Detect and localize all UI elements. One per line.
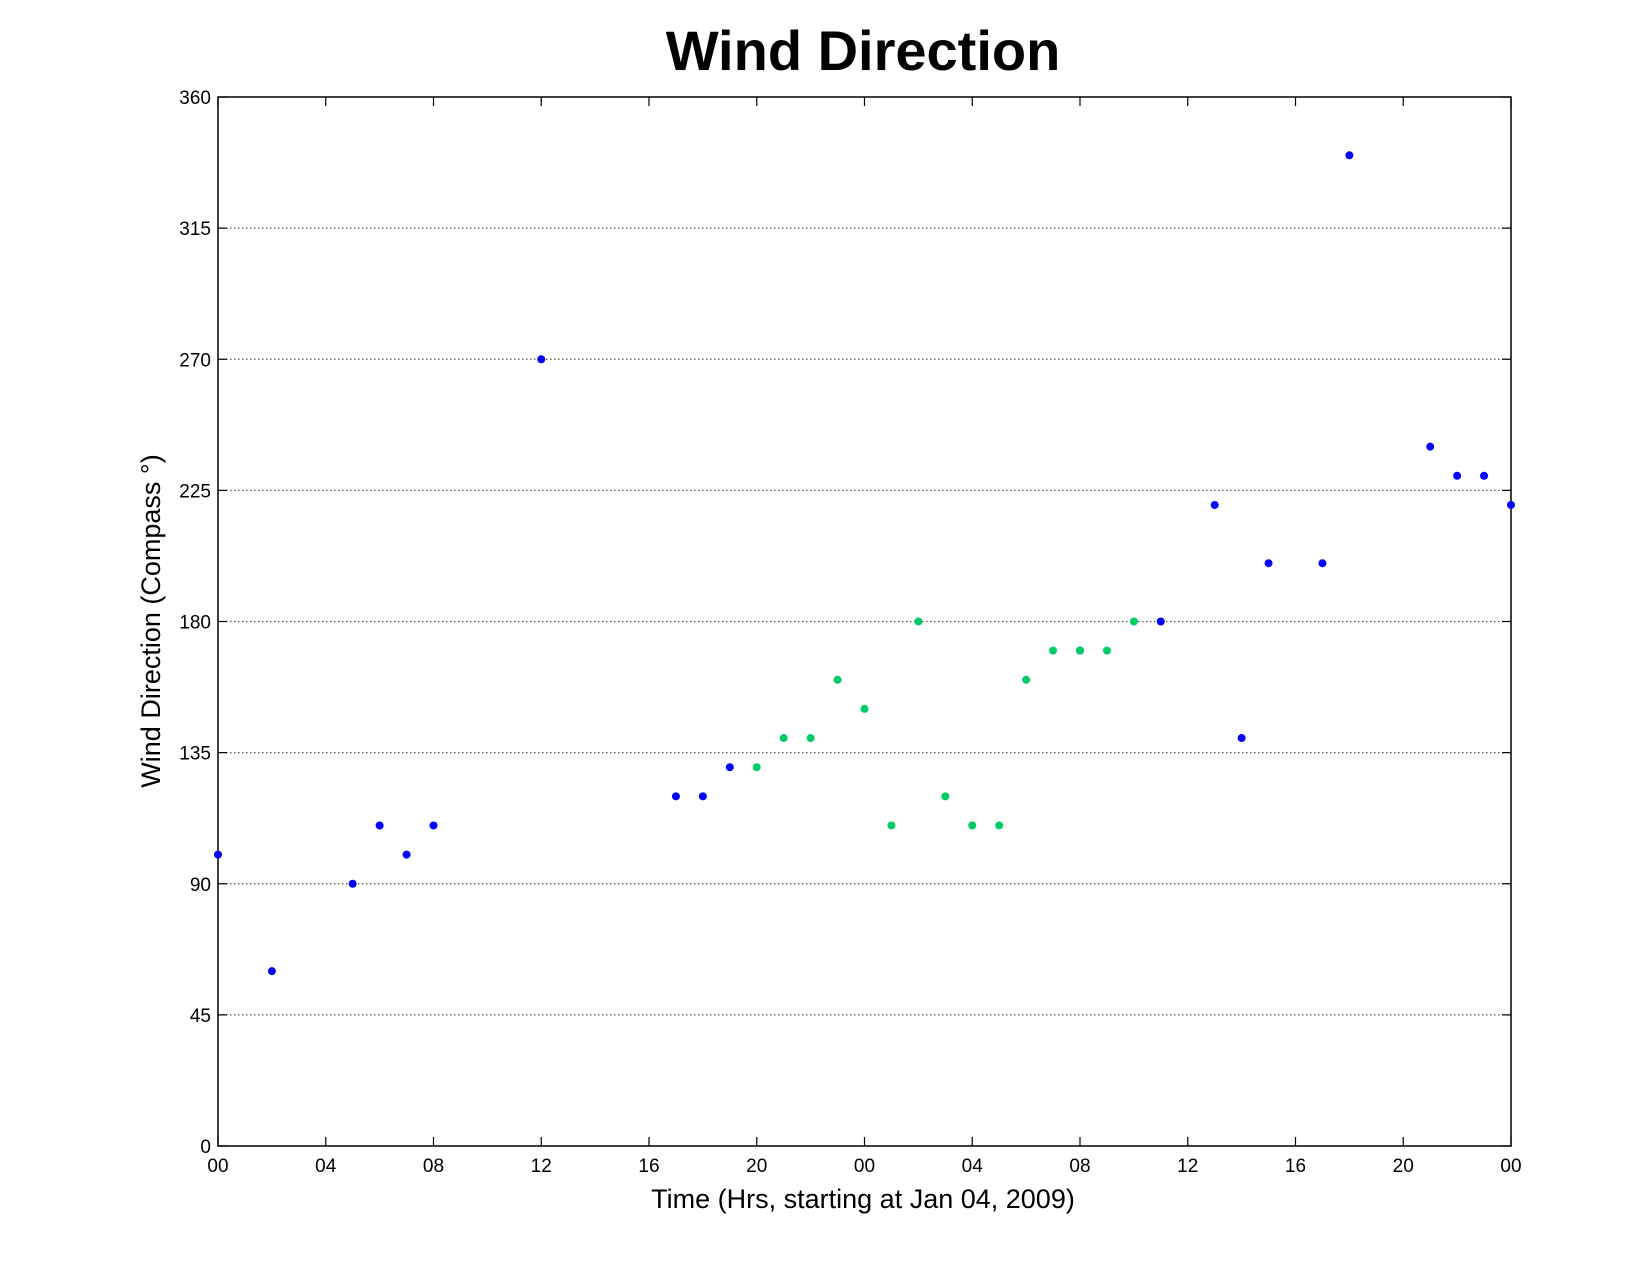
x-tick-label: 08 bbox=[423, 1156, 444, 1177]
green-data-point bbox=[1102, 646, 1111, 655]
blue-data-point bbox=[429, 821, 438, 830]
blue-data-point bbox=[671, 792, 680, 801]
x-tick-label: 00 bbox=[854, 1156, 875, 1177]
y-tick-labels: 0 45 90 135 180 225 270 315 360 bbox=[179, 88, 211, 1158]
green-data-point bbox=[1076, 646, 1084, 655]
y-tick-label: 180 bbox=[179, 613, 211, 634]
green-data-point bbox=[833, 675, 842, 684]
blue-data-point bbox=[267, 967, 276, 976]
y-tick-label: 0 bbox=[200, 1137, 211, 1158]
axis-ticks bbox=[217, 96, 1512, 1147]
x-tick-label: 20 bbox=[1393, 1156, 1414, 1177]
blue-data-point bbox=[348, 879, 357, 888]
green-data-point bbox=[995, 821, 1004, 830]
x-tick-label: 16 bbox=[638, 1156, 659, 1177]
data-points bbox=[214, 151, 1515, 976]
green-data-point bbox=[941, 792, 950, 801]
green-data-point bbox=[806, 734, 815, 743]
x-tick-label: 04 bbox=[315, 1156, 337, 1177]
green-data-point bbox=[968, 821, 977, 830]
x-tick-label: 04 bbox=[962, 1156, 984, 1177]
green-data-point bbox=[1129, 617, 1138, 626]
x-axis-title: Time (Hrs, starting at Jan 04, 2009) bbox=[651, 1184, 1075, 1214]
blue-data-point bbox=[1210, 500, 1219, 509]
y-tick-label: 315 bbox=[179, 219, 211, 240]
blue-data-point bbox=[1507, 500, 1515, 509]
blue-data-point bbox=[1318, 559, 1327, 568]
green-data-point bbox=[914, 617, 923, 626]
y-tick-label: 225 bbox=[179, 481, 211, 502]
x-tick-label: 00 bbox=[1500, 1156, 1521, 1177]
x-tick-label: 08 bbox=[1069, 1156, 1090, 1177]
green-data-point bbox=[860, 704, 869, 713]
green-data-point bbox=[752, 763, 761, 772]
blue-data-point bbox=[1264, 559, 1273, 568]
blue-data-point bbox=[1453, 471, 1462, 480]
blue-data-point bbox=[1480, 471, 1489, 480]
blue-data-point bbox=[725, 763, 734, 772]
blue-data-point bbox=[375, 821, 384, 830]
y-tick-label: 90 bbox=[190, 875, 211, 896]
blue-data-point bbox=[214, 850, 222, 859]
x-tick-label: 12 bbox=[1177, 1156, 1198, 1177]
blue-data-point bbox=[698, 792, 707, 801]
green-data-point bbox=[1022, 675, 1031, 684]
x-tick-label: 00 bbox=[207, 1156, 228, 1177]
x-tick-label: 20 bbox=[746, 1156, 767, 1177]
chart-title: Wind Direction bbox=[666, 19, 1061, 82]
blue-data-point bbox=[402, 850, 411, 859]
green-data-point bbox=[1049, 646, 1058, 655]
y-tick-label: 135 bbox=[179, 744, 211, 765]
blue-data-point bbox=[537, 355, 546, 364]
blue-data-point bbox=[1237, 734, 1246, 743]
blue-data-point bbox=[1156, 617, 1165, 626]
y-tick-label: 45 bbox=[190, 1006, 211, 1027]
blue-data-point bbox=[1426, 442, 1435, 451]
x-tick-labels: 00 04 08 12 16 20 00 04 08 12 16 20 00 bbox=[207, 1156, 1521, 1177]
green-data-point bbox=[779, 734, 788, 743]
y-axis-title: Wind Direction (Compass °) bbox=[136, 454, 166, 787]
green-data-point bbox=[887, 821, 896, 830]
x-tick-label: 16 bbox=[1285, 1156, 1306, 1177]
y-tick-label: 360 bbox=[179, 88, 211, 109]
blue-data-point bbox=[1345, 151, 1354, 160]
y-tick-label: 270 bbox=[179, 350, 211, 371]
x-tick-label: 12 bbox=[531, 1156, 552, 1177]
